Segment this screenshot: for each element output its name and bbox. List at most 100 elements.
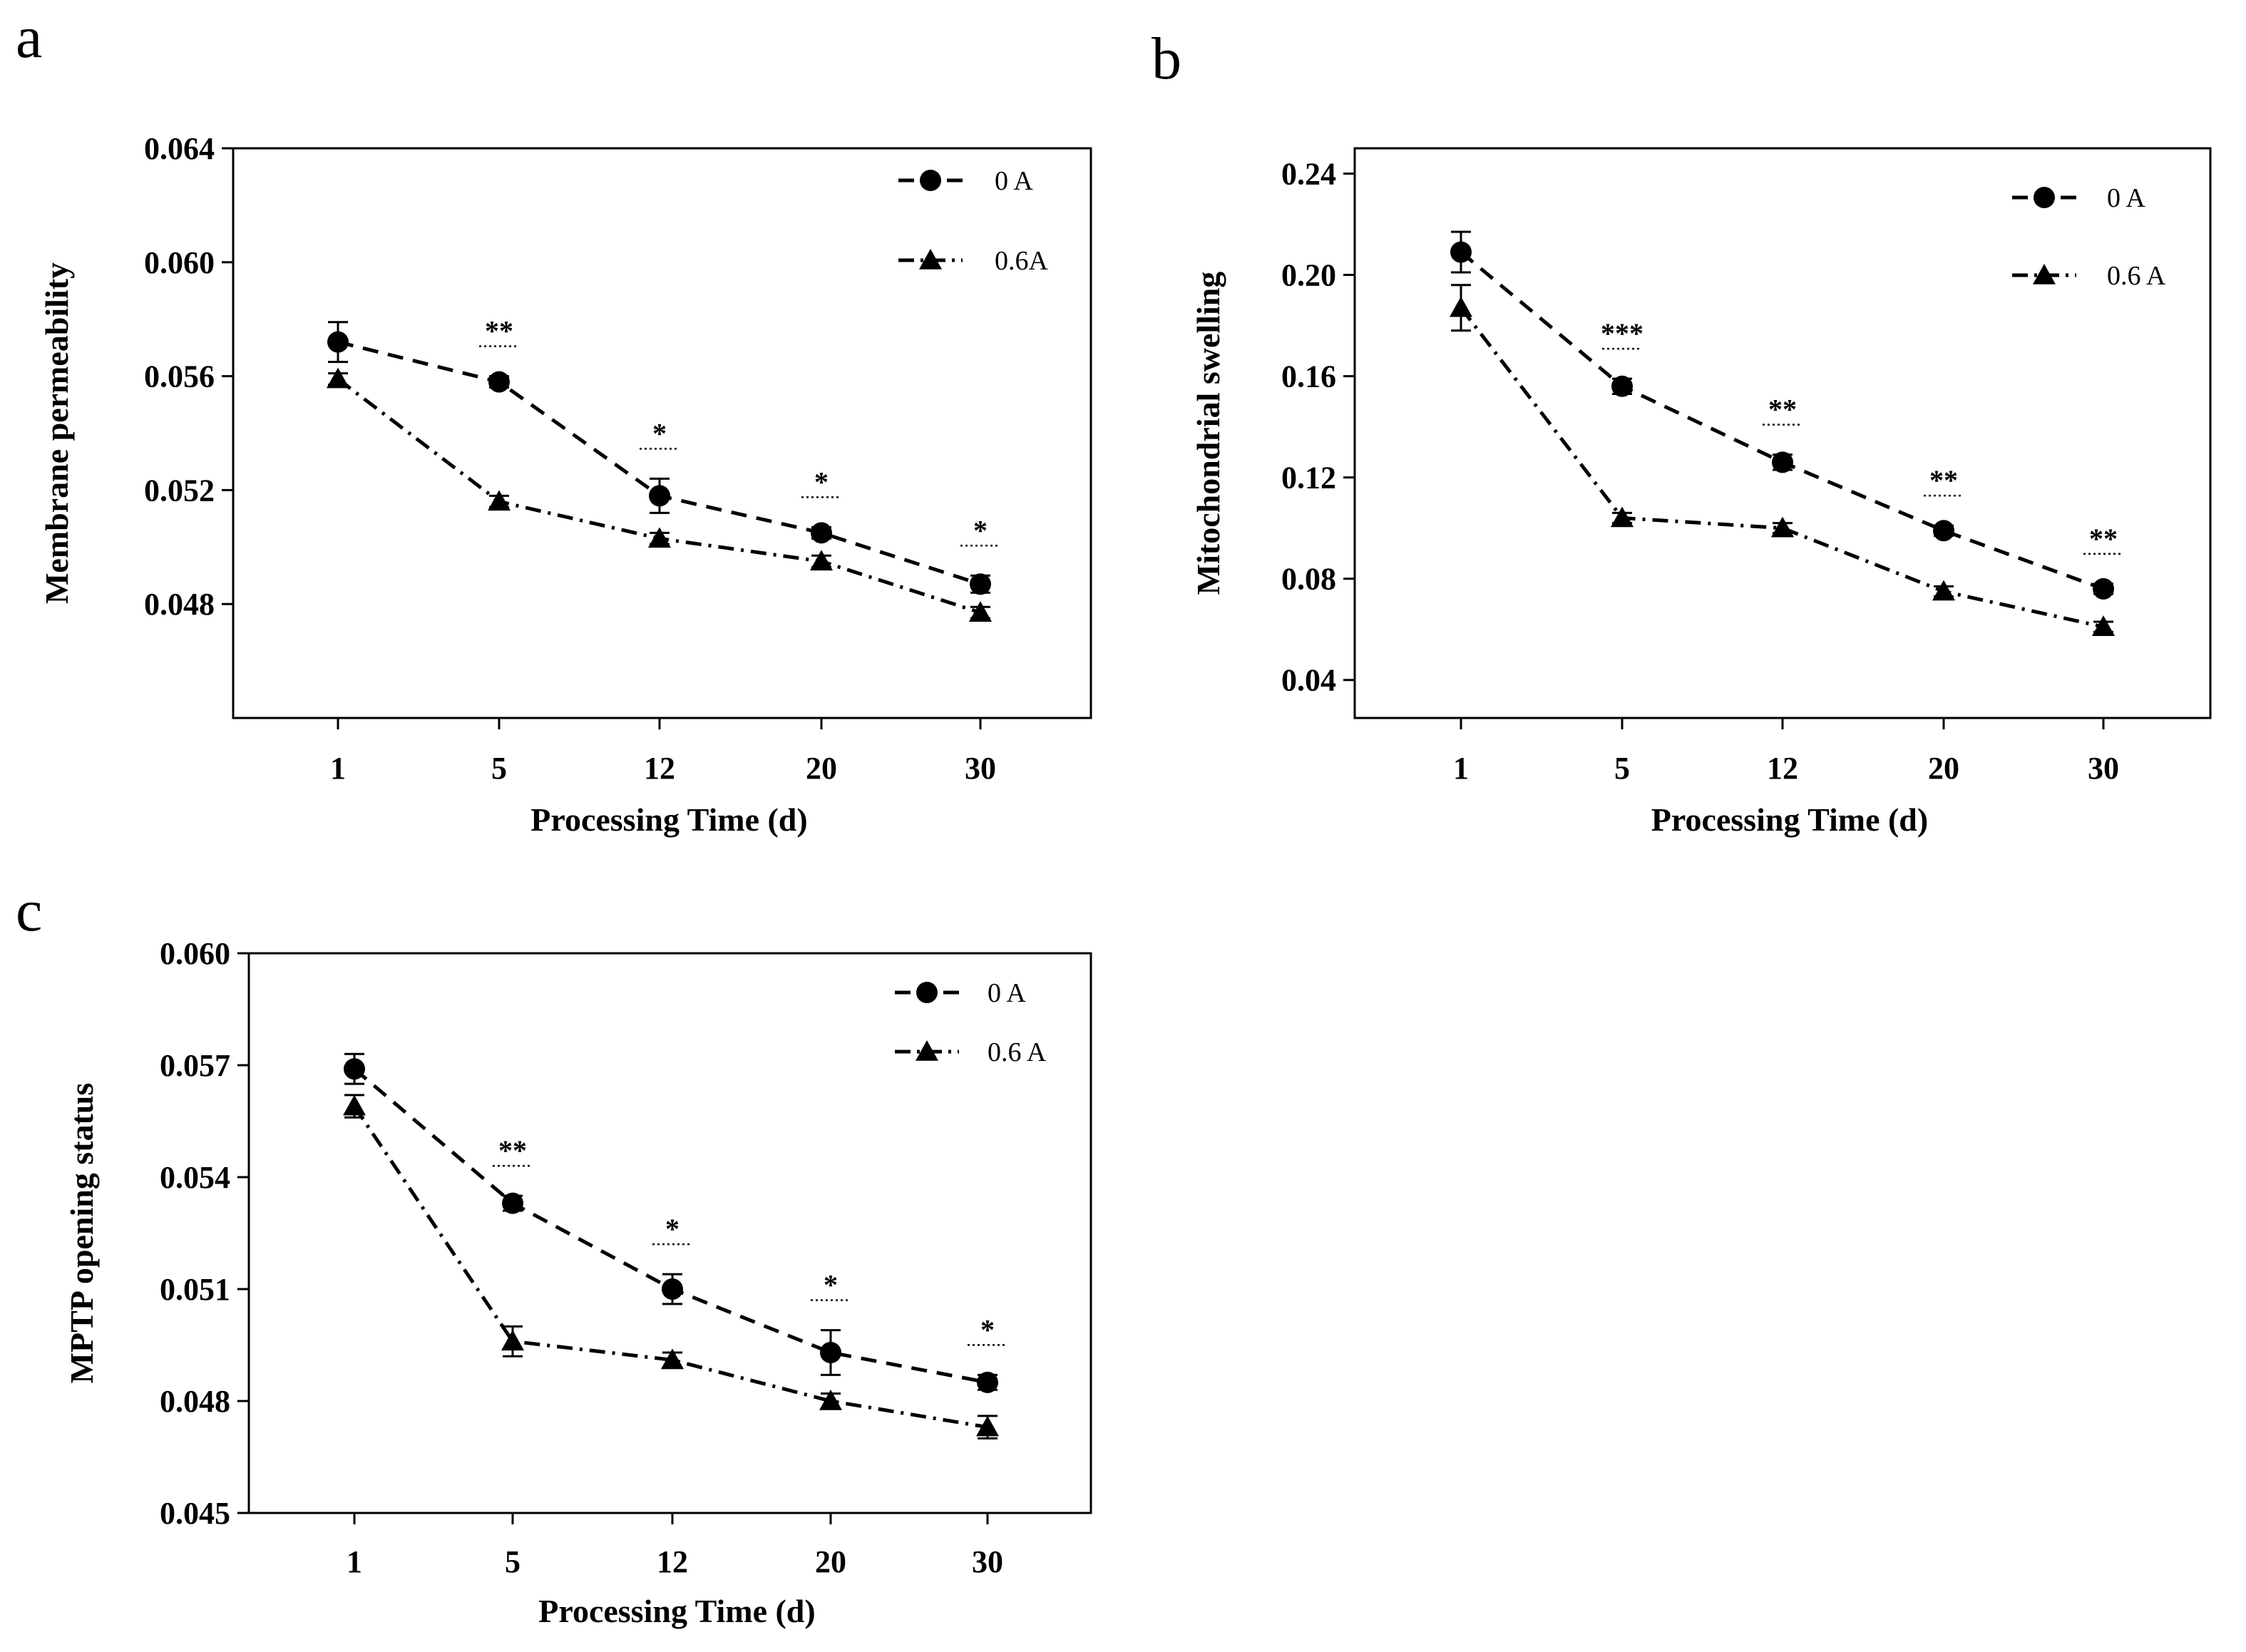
series-treatment [343, 1094, 999, 1440]
series-treatment [1450, 284, 2115, 636]
series-treatment [327, 367, 992, 622]
x-axis-title: Processing Time (d) [538, 1593, 815, 1629]
data-point [327, 367, 349, 389]
data-point [2093, 578, 2114, 600]
panel-label: c [16, 878, 42, 944]
plot-frame [1353, 147, 2212, 719]
series-line [1460, 307, 2104, 629]
plot-frame [247, 952, 1092, 1514]
data-point [819, 1390, 842, 1410]
data-point [661, 1348, 684, 1370]
data-point [501, 1330, 524, 1351]
data-point [2092, 615, 2115, 636]
series-line [352, 1105, 988, 1430]
data-point [977, 1371, 998, 1393]
series-line [337, 340, 981, 586]
y-tick-label: 0.052 [144, 473, 215, 508]
series-control [327, 321, 991, 595]
significance-marker: *** [1601, 317, 1644, 349]
y-axis-title: MPTP opening status [63, 1083, 100, 1384]
y-tick-label: 0.056 [144, 359, 215, 394]
x-tick-label: 30 [972, 1544, 1003, 1579]
x-tick-label: 1 [1453, 751, 1469, 786]
significance-marker: * [824, 1269, 838, 1301]
significance-marker: * [973, 514, 988, 546]
series-control [1450, 230, 2114, 600]
data-point [488, 371, 510, 393]
data-point [327, 331, 349, 353]
data-point [1771, 516, 1794, 538]
y-tick-label: 0.060 [160, 936, 230, 971]
legend-entry: 0.6 A [895, 1037, 1047, 1067]
x-tick-label: 1 [347, 1544, 362, 1579]
legend-entry: 0 A [2012, 183, 2145, 213]
legend-marker [920, 170, 941, 191]
y-tick-label: 0.08 [1281, 562, 1336, 597]
legend-marker [916, 982, 938, 1003]
data-point [648, 527, 671, 548]
significance-marker: ** [498, 1134, 527, 1166]
y-tick-label: 0.064 [144, 131, 215, 166]
y-tick-label: 0.12 [1281, 461, 1336, 496]
y-tick-label: 0.045 [160, 1496, 230, 1531]
y-tick-label: 0.051 [160, 1272, 230, 1307]
legend-marker [919, 249, 942, 270]
x-tick-label: 20 [1928, 751, 1959, 786]
x-tick-label: 12 [1767, 751, 1798, 786]
data-point [976, 1415, 999, 1437]
data-point [662, 1278, 683, 1300]
y-tick-label: 0.054 [160, 1160, 230, 1195]
data-point [820, 1341, 841, 1363]
legend-label: 0.6A [995, 246, 1049, 276]
chart-panel-b: b 0.24 0.20 0.16 0.12 0.08 0.04 1 5 12 20 30 Process… [1152, 26, 2212, 838]
chart-panel-a: a 0.064 0.060 0.056 0.052 0.048 1 5 12 20 30 Proces… [16, 4, 1092, 838]
x-tick-label: 12 [657, 1544, 688, 1579]
data-point [344, 1058, 365, 1080]
legend-label: 0 A [2107, 183, 2145, 213]
data-point [1450, 241, 1472, 263]
x-tick-label: 20 [815, 1544, 846, 1579]
y-tick-label: 0.060 [144, 245, 215, 280]
x-tick-label: 5 [505, 1544, 521, 1579]
y-axis-title: Mitochondrial swelling [1190, 272, 1226, 595]
legend-marker [916, 1040, 938, 1061]
y-tick-label: 0.24 [1281, 157, 1336, 192]
legend-entry: 0.6A [898, 246, 1049, 276]
significance-marker: ** [2089, 523, 2118, 555]
data-point [970, 573, 991, 595]
significance-marker: * [814, 466, 829, 498]
legend-label: 0.6 A [988, 1037, 1047, 1067]
x-tick-label: 5 [491, 751, 507, 786]
x-tick-label: 30 [965, 751, 996, 786]
data-point [810, 550, 833, 571]
x-tick-label: 1 [330, 751, 346, 786]
data-point [1772, 451, 1793, 473]
x-tick-label: 5 [1614, 751, 1630, 786]
panel-label: b [1152, 26, 1181, 92]
y-tick-label: 0.16 [1281, 359, 1336, 394]
data-point [1450, 296, 1472, 317]
data-point [1933, 520, 1954, 542]
data-point [811, 522, 832, 544]
plot-frame [232, 147, 1092, 719]
y-tick-label: 0.20 [1281, 258, 1336, 293]
data-point [1611, 506, 1634, 528]
y-tick-label: 0.048 [160, 1384, 230, 1419]
data-point [502, 1192, 523, 1214]
data-point [488, 490, 511, 511]
x-tick-label: 30 [2088, 751, 2119, 786]
x-axis-title: Processing Time (d) [530, 801, 807, 838]
significance-marker: * [665, 1213, 680, 1245]
x-tick-label: 20 [806, 751, 837, 786]
series-control [344, 1052, 998, 1393]
legend-label: 0.6 A [2107, 261, 2166, 291]
legend-entry: 0 A [895, 978, 1026, 1008]
y-axis-title: Membrane permeability [39, 262, 75, 604]
data-point [649, 485, 670, 507]
panel-label: a [16, 4, 42, 71]
legend-label: 0 A [988, 978, 1026, 1008]
legend-entry: 0 A [898, 166, 1033, 196]
data-point [969, 601, 992, 622]
significance-marker: * [980, 1313, 995, 1345]
